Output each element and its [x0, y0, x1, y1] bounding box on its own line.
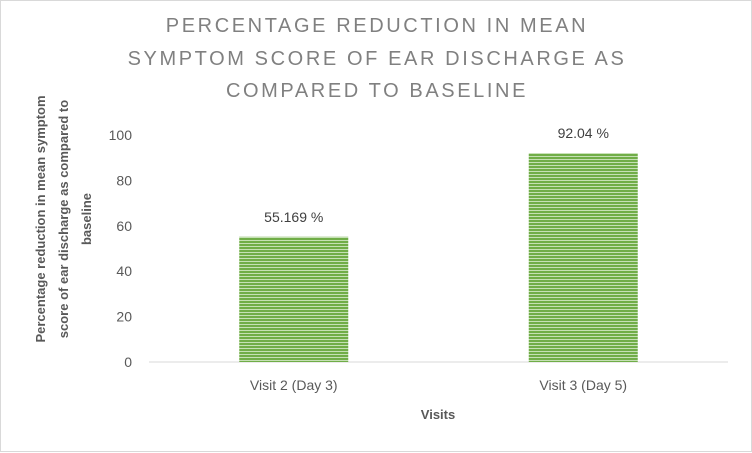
y-axis-title-line-3: baseline: [79, 193, 94, 245]
bar: [528, 153, 638, 362]
y-tick-label: 40: [116, 263, 132, 279]
x-tick-label: Visit 2 (Day 3): [250, 377, 338, 393]
y-tick-label: 80: [116, 172, 132, 188]
chart-title-line-3: COMPARED TO BASELINE: [226, 80, 528, 102]
y-tick-label: 20: [116, 309, 132, 325]
data-label: 55.169 %: [264, 209, 323, 225]
y-axis-title-line-1: Percentage reduction in mean symptom: [33, 95, 48, 342]
y-tick-label: 0: [124, 354, 132, 370]
y-axis-title: Percentage reduction in mean symptom sco…: [33, 95, 94, 342]
bars: 55.169 % 92.04 %: [239, 125, 638, 362]
y-axis-title-line-2: score of ear discharge as compared to: [56, 100, 71, 338]
y-tick-label: 100: [109, 127, 133, 143]
chart-title-line-1: PERCENTAGE REDUCTION IN MEAN: [166, 15, 588, 37]
x-tick-label: Visit 3 (Day 5): [539, 377, 627, 393]
data-label: 92.04 %: [558, 125, 609, 141]
bar: [239, 236, 349, 362]
y-tick-label: 60: [116, 218, 132, 234]
chart-title-line-2: SYMPTOM SCORE OF EAR DISCHARGE AS: [128, 48, 627, 70]
y-axis-ticks: 0 20 40 60 80 100: [109, 127, 133, 370]
x-axis-title: Visits: [421, 407, 455, 422]
x-axis-ticks: Visit 2 (Day 3) Visit 3 (Day 5): [250, 377, 627, 393]
